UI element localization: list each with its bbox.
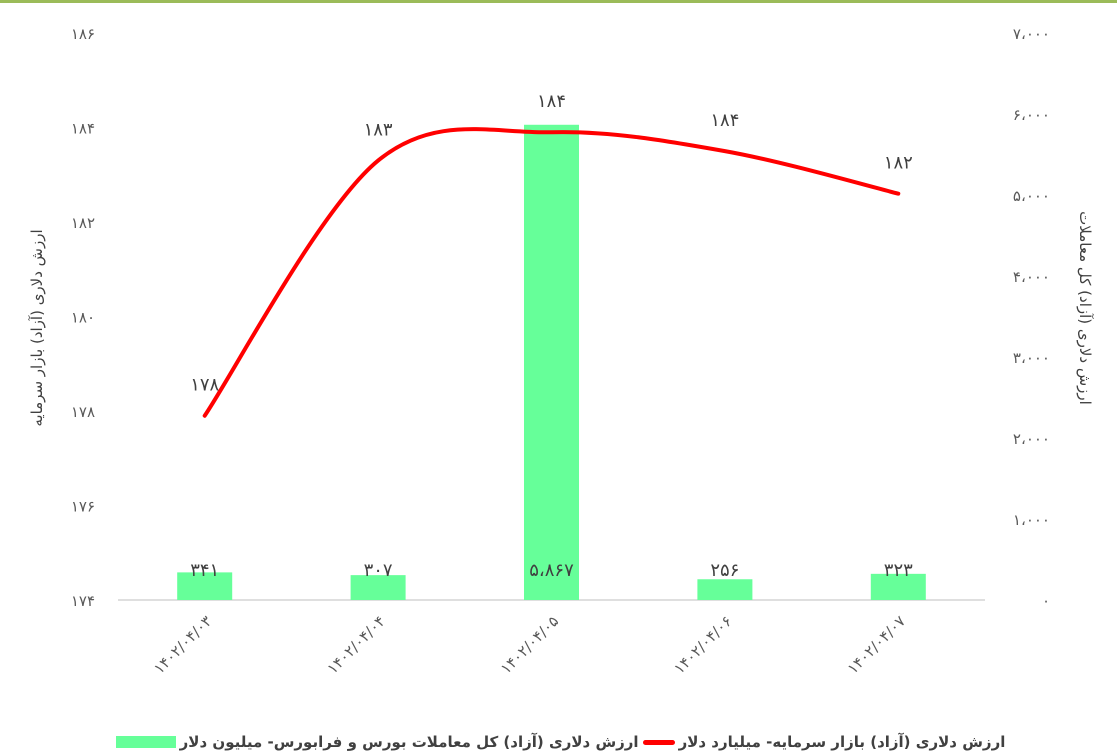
line-data-label: ۱۸۴ xyxy=(537,91,566,112)
right-axis-tick-label: ۴،۰۰۰ xyxy=(1013,268,1050,286)
bar xyxy=(870,573,926,600)
left-axis-title: ارزش دلاری (آزاد) بازار سرمایه xyxy=(28,229,46,426)
chart-legend: ارزش دلاری (آزاد) بازار سرمایه- میلیارد … xyxy=(0,730,1117,754)
line-data-labels: ۱۷۸ ۱۸۳ ۱۸۴ ۱۸۴ ۱۸۲ xyxy=(190,91,913,396)
left-axis-tick-label: ۱۸۲ xyxy=(71,214,95,232)
legend-swatch-line xyxy=(642,739,675,745)
line-series xyxy=(202,127,901,418)
bar-data-label: ۳۴۱ xyxy=(190,560,219,581)
line-data-label: ۱۸۳ xyxy=(364,120,393,141)
right-axis-tick-label: ۲،۰۰۰ xyxy=(1013,430,1050,448)
x-axis-tick-label: ۱۴۰۲/۰۴/۰۵ xyxy=(497,612,562,677)
right-axis-ticks: ۰ ۱،۰۰۰ ۲،۰۰۰ ۳،۰۰۰ ۴،۰۰۰ ۵،۰۰۰ ۶،۰۰۰ ۷،۰۰۰ xyxy=(1013,25,1050,610)
legend-swatch-bar xyxy=(115,736,176,748)
right-axis-tick-label: ۰ xyxy=(1042,592,1050,610)
left-axis-tick-label: ۱۸۶ xyxy=(71,25,95,43)
line-data-label: ۱۸۲ xyxy=(884,153,913,174)
bar-data-label: ۲۵۶ xyxy=(710,560,739,581)
bar xyxy=(177,572,233,600)
bar-data-label: ۳۲۳ xyxy=(884,560,913,581)
x-axis-tick-label: ۱۴۰۲/۰۴/۰۳ xyxy=(150,612,215,677)
legend-label-capital-market: ارزش دلاری (آزاد) بازار سرمایه- میلیارد … xyxy=(678,733,1006,751)
left-axis-tick-label: ۱۷۶ xyxy=(71,498,95,516)
bar-data-label: ۵،۸۶۷ xyxy=(529,560,574,581)
bar-data-labels: ۳۴۱ ۳۰۷ ۵،۸۶۷ ۲۵۶ ۳۲۳ xyxy=(190,560,913,581)
line-data-label: ۱۸۴ xyxy=(710,110,739,131)
bar-data-label: ۳۰۷ xyxy=(364,560,393,581)
left-axis-tick-label: ۱۷۸ xyxy=(71,403,95,421)
x-axis-tick-label: ۱۴۰۲/۰۴/۰۴ xyxy=(323,612,388,677)
legend-item-capital-market: ارزش دلاری (آزاد) بازار سرمایه- میلیارد … xyxy=(679,733,1006,751)
left-axis-ticks: ۱۷۴ ۱۷۶ ۱۷۸ ۱۸۰ ۱۸۲ ۱۸۴ ۱۸۶ xyxy=(71,25,95,610)
x-axis-tick-label: ۱۴۰۲/۰۴/۰۶ xyxy=(670,612,735,677)
right-axis-tick-label: ۱،۰۰۰ xyxy=(1013,511,1050,529)
bar xyxy=(697,579,753,600)
right-axis-tick-label: ۷،۰۰۰ xyxy=(1013,25,1050,43)
left-axis-tick-label: ۱۷۴ xyxy=(71,592,95,610)
left-axis-tick-label: ۱۸۰ xyxy=(71,309,95,327)
right-axis-title: ارزش دلاری (آزاد) کل معاملات xyxy=(1076,211,1094,405)
bar xyxy=(524,124,579,600)
combo-chart: ۱۷۴ ۱۷۶ ۱۷۸ ۱۸۰ ۱۸۲ ۱۸۴ ۱۸۶ ۰ ۱،۰۰۰ ۲،۰۰۰ ۳،۰۰۰ ۴،… xyxy=(28,25,1094,678)
legend-item-total-trades: ارزش دلاری (آزاد) کل معاملات بورس و فراب… xyxy=(180,733,639,751)
bar-series xyxy=(177,124,926,600)
x-axis-ticks: ۱۴۰۲/۰۴/۰۳ ۱۴۰۲/۰۴/۰۴ ۱۴۰۲/۰۴/۰۵ ۱۴۰۲/۰۴/۰۶… xyxy=(150,612,909,677)
right-axis-tick-label: ۳،۰۰۰ xyxy=(1013,349,1050,367)
line-data-label: ۱۷۸ xyxy=(190,375,219,396)
legend-label-total-trades: ارزش دلاری (آزاد) کل معاملات بورس و فراب… xyxy=(179,733,639,751)
right-axis-tick-label: ۵،۰۰۰ xyxy=(1013,187,1050,205)
x-axis-tick-label: ۱۴۰۲/۰۴/۰۷ xyxy=(844,612,909,677)
left-axis-tick-label: ۱۸۴ xyxy=(71,120,95,138)
right-axis-tick-label: ۶،۰۰۰ xyxy=(1013,106,1050,124)
top-accent-rule xyxy=(0,0,1117,3)
bar xyxy=(350,575,406,600)
